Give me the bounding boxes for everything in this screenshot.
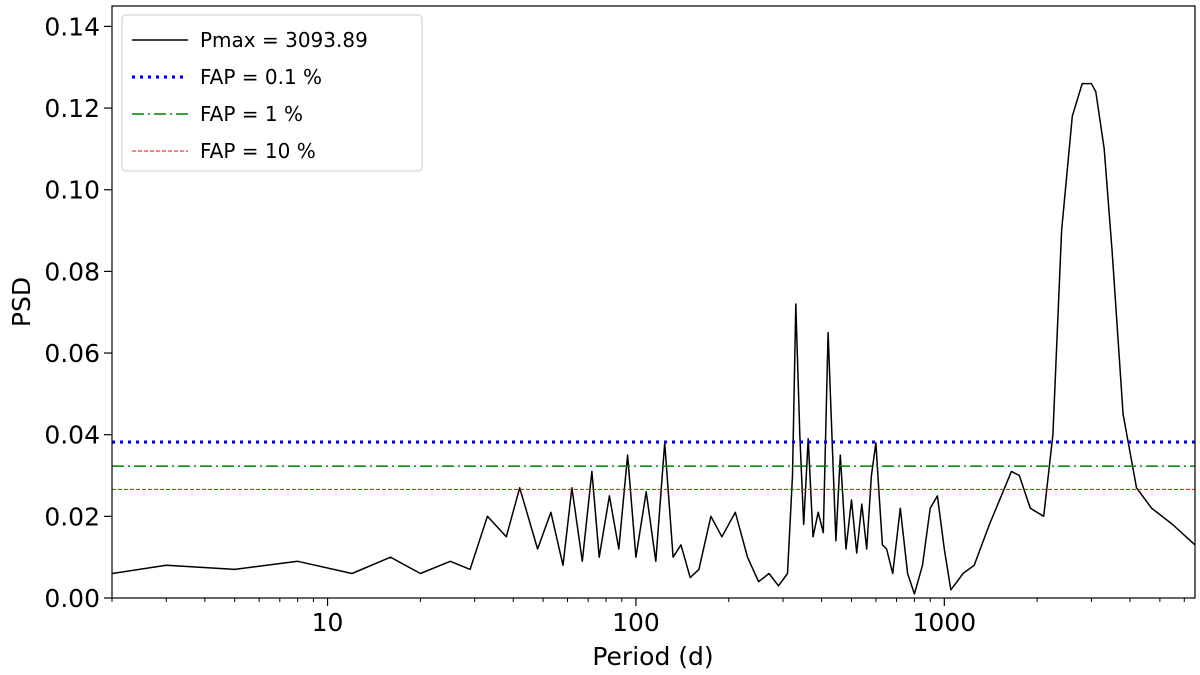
y-tick-label: 0.00 xyxy=(44,584,100,613)
y-tick-label: 0.04 xyxy=(44,421,100,450)
legend-label: Pmax = 3093.89 xyxy=(200,28,368,52)
x-tick-label: 1000 xyxy=(913,608,977,637)
legend: Pmax = 3093.89 FAP = 0.1 % FAP = 1 % FAP = … xyxy=(121,14,423,172)
y-tick-label: 0.12 xyxy=(44,94,100,123)
legend-label: FAP = 10 % xyxy=(200,139,316,163)
y-axis-title: PSD xyxy=(7,277,36,327)
plot-frame xyxy=(111,5,1196,599)
series-layer xyxy=(112,82,1195,595)
y-tick-label: 0.06 xyxy=(44,339,100,368)
legend-box xyxy=(121,14,423,172)
y-tick-label: 0.08 xyxy=(44,257,100,286)
y-tick-label: 0.14 xyxy=(44,12,100,41)
x-axis: 10 100 1000 xyxy=(111,598,1185,637)
y-axis: 0.00 0.02 0.04 0.06 0.08 0.10 0.12 0.14 xyxy=(44,12,112,613)
y-tick-label: 0.10 xyxy=(44,176,100,205)
psd-line xyxy=(112,82,1195,595)
x-axis-title: Period (d) xyxy=(592,642,713,671)
x-tick-label: 10 xyxy=(312,608,344,637)
y-tick-label: 0.02 xyxy=(44,502,100,531)
legend-label: FAP = 1 % xyxy=(200,102,303,126)
x-tick-label: 100 xyxy=(612,608,660,637)
legend-label: FAP = 0.1 % xyxy=(200,65,322,89)
